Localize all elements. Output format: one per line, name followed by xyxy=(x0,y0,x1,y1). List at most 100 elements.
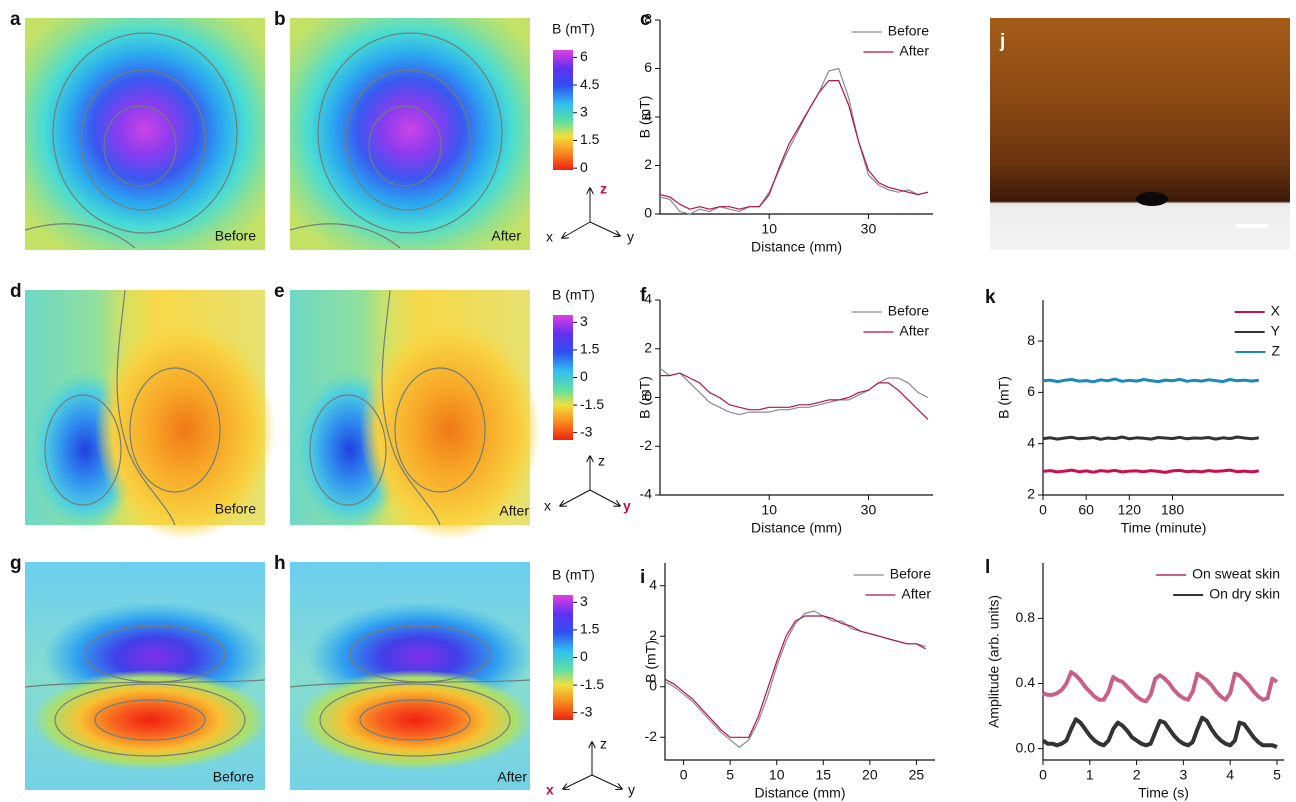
panel-letter: h xyxy=(274,553,286,574)
panel-letter: j xyxy=(999,31,1005,52)
heatmap-caption: Before xyxy=(215,501,256,517)
x-tick-label: 10 xyxy=(761,502,777,518)
colorbar-tick-label: -3 xyxy=(580,703,593,719)
heatmap xyxy=(289,17,531,251)
data-line xyxy=(659,80,929,210)
colorbar-tick-label: 0 xyxy=(580,648,588,664)
x-tick-label: 10 xyxy=(761,221,777,237)
data-line xyxy=(664,615,926,738)
legend-label: X xyxy=(1271,303,1281,319)
colorbar-tick-label: -1.5 xyxy=(580,396,604,412)
y-tick-label: -4 xyxy=(640,486,653,502)
panel-letter: e xyxy=(274,281,285,302)
y-axis-label: Amplitude (arb. units) xyxy=(986,595,1002,728)
x-tick-label: 0 xyxy=(1039,767,1047,783)
colorbar-tick-label: -3 xyxy=(580,423,593,439)
x-tick-label: 3 xyxy=(1179,767,1187,783)
panel-letter: k xyxy=(985,287,996,308)
legend-label: Z xyxy=(1271,343,1280,359)
heatmap xyxy=(24,561,269,791)
x-tick-label: 4 xyxy=(1226,767,1234,783)
axis-name: z xyxy=(600,736,607,752)
x-tick-label: 60 xyxy=(1078,502,1094,518)
axis-name: x xyxy=(544,498,551,514)
axis-name: y xyxy=(623,498,631,514)
colorbar-label: B (mT) xyxy=(552,567,595,583)
axis-triad: z x y xyxy=(546,181,634,245)
y-tick-label: 2 xyxy=(644,156,652,172)
y-tick-label: 2 xyxy=(649,627,657,643)
x-tick-label: 30 xyxy=(861,502,877,518)
x-tick-label: 30 xyxy=(861,221,877,237)
y-axis-label: B (mT) xyxy=(996,376,1012,419)
heatmap-caption: After xyxy=(497,769,527,785)
y-tick-label: 4 xyxy=(644,291,652,307)
y-tick-label: 6 xyxy=(644,59,652,75)
y-tick-label: 2 xyxy=(1027,486,1035,502)
colorbar-label: B (mT) xyxy=(552,287,595,303)
x-tick-label: 5 xyxy=(1273,767,1281,783)
x-tick-label: 0 xyxy=(680,767,688,783)
colorbar-tick-label: 3 xyxy=(580,593,588,609)
colorbar xyxy=(553,595,573,720)
y-tick-label: 4 xyxy=(1027,434,1035,450)
arrow xyxy=(591,774,622,789)
colorbar xyxy=(553,315,573,440)
colorbar xyxy=(553,50,573,170)
arrow xyxy=(589,489,620,506)
y-tick-label: 8 xyxy=(644,11,652,27)
legend-label: On dry skin xyxy=(1209,586,1280,602)
legend-label: After xyxy=(899,43,929,59)
legend-label: Before xyxy=(888,303,929,319)
y-axis-label: B (mT) xyxy=(637,96,653,139)
y-tick-label: 0.4 xyxy=(1016,674,1036,690)
heatmap xyxy=(24,17,266,251)
x-tick-label: 5 xyxy=(726,767,734,783)
legend-label: Before xyxy=(890,566,931,582)
data-line xyxy=(660,372,929,420)
arrow xyxy=(589,221,620,236)
data-line xyxy=(1042,435,1260,441)
colorbar-tick-label: 6 xyxy=(580,48,588,64)
y-tick-label: 8 xyxy=(1027,332,1035,348)
x-axis-label: Distance (mm) xyxy=(751,520,842,536)
y-tick-label: 2 xyxy=(644,339,652,355)
data-line xyxy=(659,67,929,215)
photo xyxy=(990,18,1290,250)
legend-label: Before xyxy=(888,23,929,39)
heatmap-caption: Before xyxy=(215,228,256,244)
data-line xyxy=(659,367,929,416)
heatmap-caption: Before xyxy=(213,769,254,785)
y-tick-label: 0 xyxy=(644,205,652,221)
y-tick-label: -2 xyxy=(645,728,658,744)
x-tick-label: 10 xyxy=(769,767,785,783)
scale-bar xyxy=(1236,224,1268,228)
legend-label: Y xyxy=(1271,323,1281,339)
panel-letter: a xyxy=(10,9,21,30)
colorbar-tick-label: 0 xyxy=(580,368,588,384)
x-tick-label: 1 xyxy=(1086,767,1094,783)
panel-letter: l xyxy=(985,557,990,578)
axis-triad: z x y xyxy=(546,736,635,798)
axis-name: y xyxy=(628,782,635,798)
axis-name: z xyxy=(600,181,607,197)
y-tick-label: 0.8 xyxy=(1016,609,1036,625)
panel-letter: f xyxy=(640,285,647,306)
colorbar-tick-label: 3 xyxy=(580,313,588,329)
axis-name: y xyxy=(627,229,634,245)
y-tick-label: 4 xyxy=(644,108,652,124)
axis-name: x xyxy=(546,229,553,245)
arrow xyxy=(562,221,591,238)
y-axis-label: B (mT) xyxy=(637,376,653,419)
x-axis-label: Time (minute) xyxy=(1121,520,1207,536)
x-tick-label: 120 xyxy=(1118,502,1142,518)
colorbar-tick-label: 1.5 xyxy=(580,621,600,637)
colorbar-tick-label: 0 xyxy=(580,159,588,175)
colorbar-tick-label: 1.5 xyxy=(580,131,600,147)
data-line xyxy=(1042,377,1259,384)
x-tick-label: 15 xyxy=(815,767,831,783)
colorbar-label: B (mT) xyxy=(552,21,595,37)
y-tick-label: 0 xyxy=(644,388,652,404)
x-tick-label: 0 xyxy=(1039,502,1047,518)
